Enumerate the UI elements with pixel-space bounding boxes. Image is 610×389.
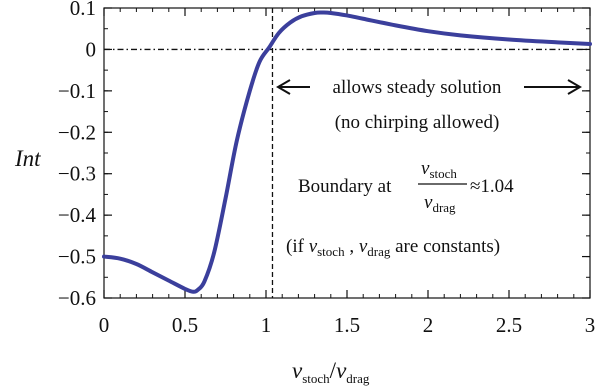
y-tick-label: −0.4 [58,203,97,227]
x-axis-label-sub2: drag [346,371,370,386]
tick-marks [103,7,591,299]
y-tick-label: −0.6 [58,286,96,310]
x-axis-label-nu2: ν [336,358,347,383]
x-tick-label: 0 [99,313,110,337]
y-tick-labels: 0.1 0 −0.1 −0.2 −0.3 −0.4 −0.5 −0.6 [58,0,97,310]
const-nu1: ν [309,236,318,257]
constants-note: (if νstoch , νdrag are constants) [286,236,500,259]
y-tick-label: 0.1 [70,0,96,20]
x-tick-label: 0.5 [172,313,198,337]
x-axis-label: νstoch/νdrag [292,358,370,386]
boundary-value: ≈1.04 [470,176,514,197]
const-comma: , [349,236,354,257]
x-axis-label-sub1: stoch [302,371,330,386]
y-tick-label: −0.2 [58,120,96,144]
const-tail: are constants) [395,236,500,257]
boundary-frac-denominator: νdrag [424,192,456,215]
x-tick-label: 1 [261,313,272,337]
const-sub1: stoch [317,244,345,259]
boundary-prefix: Boundary at [298,176,392,197]
y-tick-label: −0.1 [58,79,96,103]
frac-den-sub: drag [432,200,456,215]
const-open: (if [286,236,305,257]
y-tick-label: −0.3 [58,162,96,186]
x-tick-label: 2.5 [496,313,522,337]
x-tick-label: 2 [423,313,434,337]
region-note: (no chirping allowed) [335,112,500,133]
frac-num-sub: stoch [429,166,457,181]
boundary-frac-numerator: νstoch [421,158,457,181]
y-axis-label: Int [14,146,41,171]
y-tick-label: −0.5 [58,245,96,269]
frac-num-nu: ν [421,158,430,179]
const-nu2: ν [359,236,368,257]
x-axis-label-slash: / [330,358,337,383]
reference-lines [104,8,590,298]
y-tick-label: 0 [86,37,97,61]
const-sub2: drag [367,244,391,259]
region-label: allows steady solution [333,77,502,98]
x-tick-label: 1.5 [334,313,360,337]
frac-den-nu: ν [424,192,433,213]
x-axis-label-nu1: ν [292,358,303,383]
x-tick-label: 3 [585,313,596,337]
x-tick-labels: 0 0.5 1 1.5 2 2.5 3 [99,313,596,337]
series-line [102,10,592,294]
region-arrow [276,79,582,95]
series-group [102,10,592,294]
